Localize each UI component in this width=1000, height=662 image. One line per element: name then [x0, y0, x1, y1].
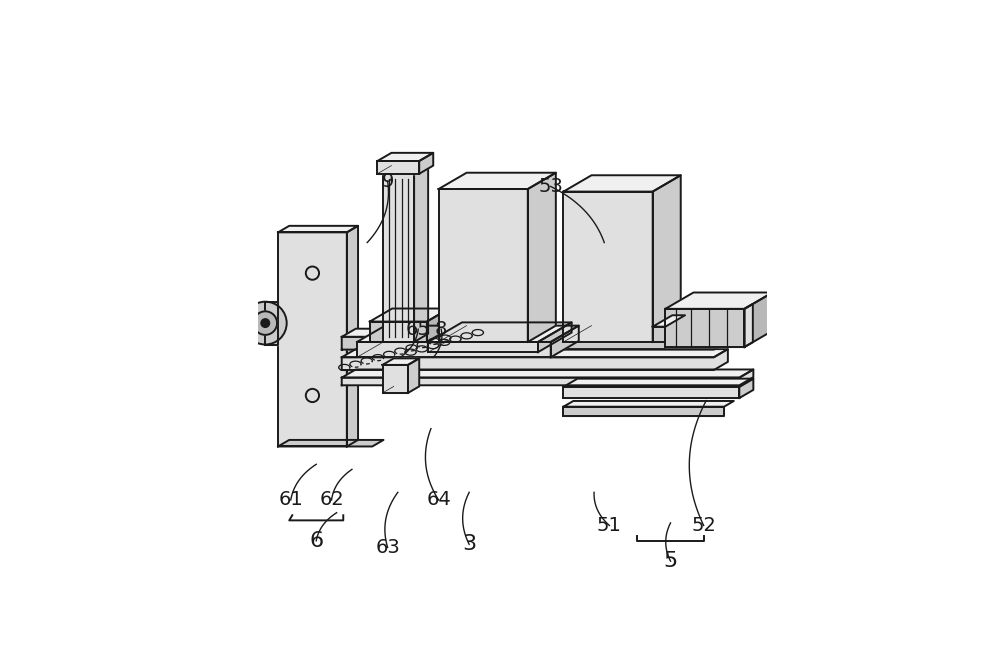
Polygon shape: [427, 308, 449, 342]
Text: 52: 52: [691, 516, 716, 535]
Polygon shape: [342, 369, 753, 385]
Polygon shape: [342, 329, 728, 337]
Circle shape: [254, 311, 277, 335]
Text: 61: 61: [278, 491, 303, 510]
Polygon shape: [653, 315, 685, 326]
Text: 8: 8: [435, 320, 447, 339]
Polygon shape: [428, 342, 538, 352]
Polygon shape: [383, 358, 419, 365]
Circle shape: [244, 302, 287, 344]
Polygon shape: [563, 191, 653, 342]
Polygon shape: [370, 308, 449, 322]
Polygon shape: [563, 379, 753, 387]
Circle shape: [261, 319, 270, 328]
Text: 51: 51: [597, 516, 622, 535]
Polygon shape: [357, 326, 579, 342]
Polygon shape: [383, 365, 408, 393]
Polygon shape: [377, 153, 433, 161]
Polygon shape: [653, 175, 681, 342]
Polygon shape: [665, 308, 744, 347]
Polygon shape: [278, 440, 384, 446]
Polygon shape: [342, 329, 728, 350]
Polygon shape: [377, 161, 419, 173]
Text: 5: 5: [663, 551, 678, 571]
Polygon shape: [563, 387, 739, 398]
Polygon shape: [278, 232, 347, 446]
Polygon shape: [551, 326, 579, 357]
Text: 3: 3: [462, 534, 476, 554]
Polygon shape: [739, 379, 753, 398]
Polygon shape: [419, 153, 433, 173]
Polygon shape: [563, 401, 734, 406]
Polygon shape: [744, 293, 772, 347]
Polygon shape: [653, 326, 665, 342]
Polygon shape: [357, 342, 551, 357]
Polygon shape: [383, 166, 428, 173]
Text: 64: 64: [426, 491, 451, 510]
Polygon shape: [563, 175, 681, 191]
Polygon shape: [439, 189, 528, 342]
Text: 53: 53: [538, 177, 563, 196]
Text: 63: 63: [375, 538, 400, 557]
Polygon shape: [383, 173, 414, 342]
Polygon shape: [408, 358, 419, 393]
Text: 65: 65: [406, 320, 431, 339]
Polygon shape: [347, 226, 358, 446]
Polygon shape: [439, 173, 556, 189]
Text: 9: 9: [381, 172, 394, 191]
Polygon shape: [342, 349, 728, 370]
Polygon shape: [665, 293, 772, 308]
Polygon shape: [278, 226, 358, 232]
Text: 62: 62: [319, 491, 344, 510]
Polygon shape: [342, 349, 728, 357]
Polygon shape: [370, 322, 427, 342]
Polygon shape: [428, 322, 572, 342]
Polygon shape: [538, 322, 572, 352]
Polygon shape: [342, 369, 753, 377]
Text: 6: 6: [309, 531, 323, 551]
Polygon shape: [265, 302, 278, 344]
Polygon shape: [744, 304, 753, 347]
Polygon shape: [528, 173, 556, 342]
Polygon shape: [563, 406, 724, 416]
Polygon shape: [414, 166, 428, 342]
